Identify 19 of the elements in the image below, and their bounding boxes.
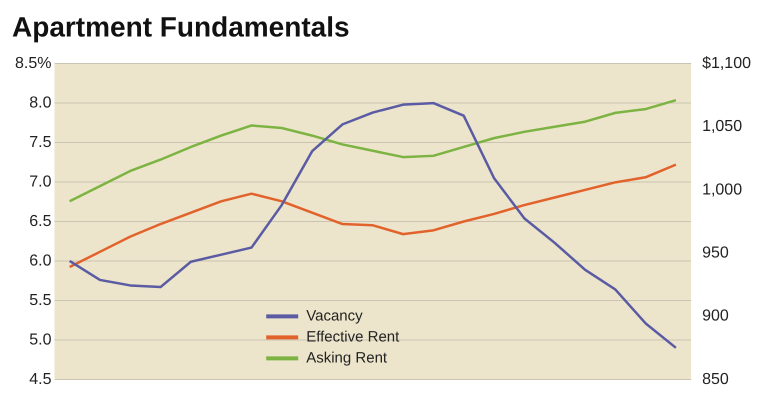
legend-label: Vacancy [306, 308, 364, 325]
chart-title: Apartment Fundamentals [12, 12, 350, 43]
y2-tick-label: 850 [702, 370, 729, 388]
y-tick-label: 5.0 [29, 331, 52, 348]
y2-tick-label: 1,000 [702, 181, 742, 198]
legend-label: Effective Rent [306, 328, 400, 346]
y-tick-label: 7.0 [29, 173, 52, 190]
y-tick-label: 6.0 [29, 252, 52, 270]
y2-tick-label: 1,050 [702, 118, 742, 136]
y2-tick-label: $1,100 [702, 55, 752, 72]
y-tick-label: 8.5% [15, 55, 52, 72]
legend-label: Asking Rent [306, 350, 388, 367]
y-tick-label: 7.5 [29, 134, 52, 151]
y-tick-label: 5.5 [29, 292, 52, 309]
y2-tick-label: 900 [702, 308, 729, 325]
y-tick-label: 8.0 [29, 94, 52, 112]
y2-tick-label: 950 [702, 244, 729, 262]
y-tick-label: 4.5 [29, 370, 52, 388]
y-tick-label: 6.5 [29, 212, 52, 230]
